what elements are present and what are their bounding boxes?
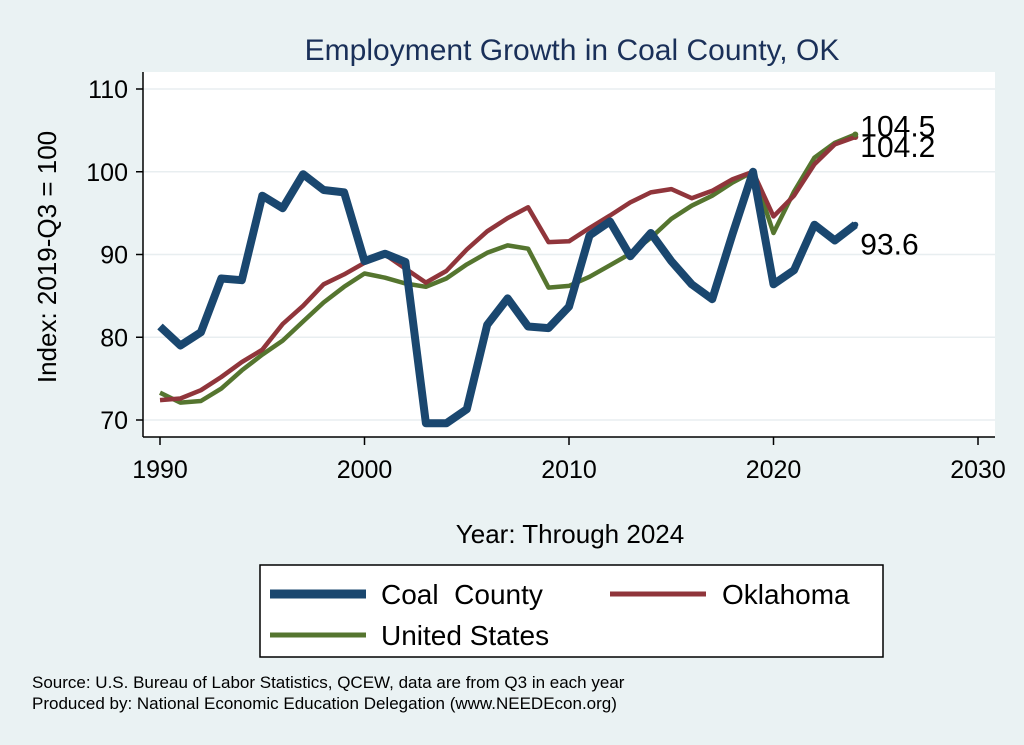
end-label-1: 104.2: [860, 131, 935, 164]
xtick-label-2020: 2020: [746, 456, 802, 484]
end-label-0: 93.6: [860, 229, 918, 262]
ytick-label-80: 80: [100, 324, 128, 352]
x-axis-label: Year: Through 2024: [456, 519, 684, 549]
xtick-label-2030: 2030: [950, 456, 1006, 484]
legend-label-1: Oklahoma: [722, 579, 850, 610]
chart-title: Employment Growth in Coal County, OK: [305, 34, 840, 67]
legend-label-0: Coal County: [381, 579, 543, 610]
xtick-label-1990: 1990: [132, 456, 188, 484]
xtick-label-2010: 2010: [541, 456, 597, 484]
end-marker-2: [852, 131, 859, 138]
legend: Coal County Oklahoma United States: [270, 579, 850, 651]
series-line-0: [157, 167, 858, 428]
ytick-label-90: 90: [100, 242, 128, 270]
end-label-2: 104.5: [860, 111, 935, 144]
series-line-1: [159, 134, 857, 403]
series-lines: [157, 132, 858, 428]
legend-label-2: United States: [381, 620, 549, 651]
xtick-label-2000: 2000: [337, 456, 393, 484]
ytick-label-70: 70: [100, 407, 128, 435]
y-axis-label: Index: 2019-Q3 = 100: [32, 131, 62, 383]
ticks: 70 80 90 100 110 1990 2000 2010 2020 2030: [86, 76, 1006, 484]
end-marker-0: [852, 221, 859, 228]
ytick-label-110: 110: [88, 76, 128, 104]
produced-by-note: Produced by: National Economic Education…: [32, 694, 617, 713]
source-note: Source: U.S. Bureau of Labor Statistics,…: [32, 673, 625, 692]
ytick-label-100: 100: [86, 159, 128, 187]
legend-box: [259, 564, 884, 658]
